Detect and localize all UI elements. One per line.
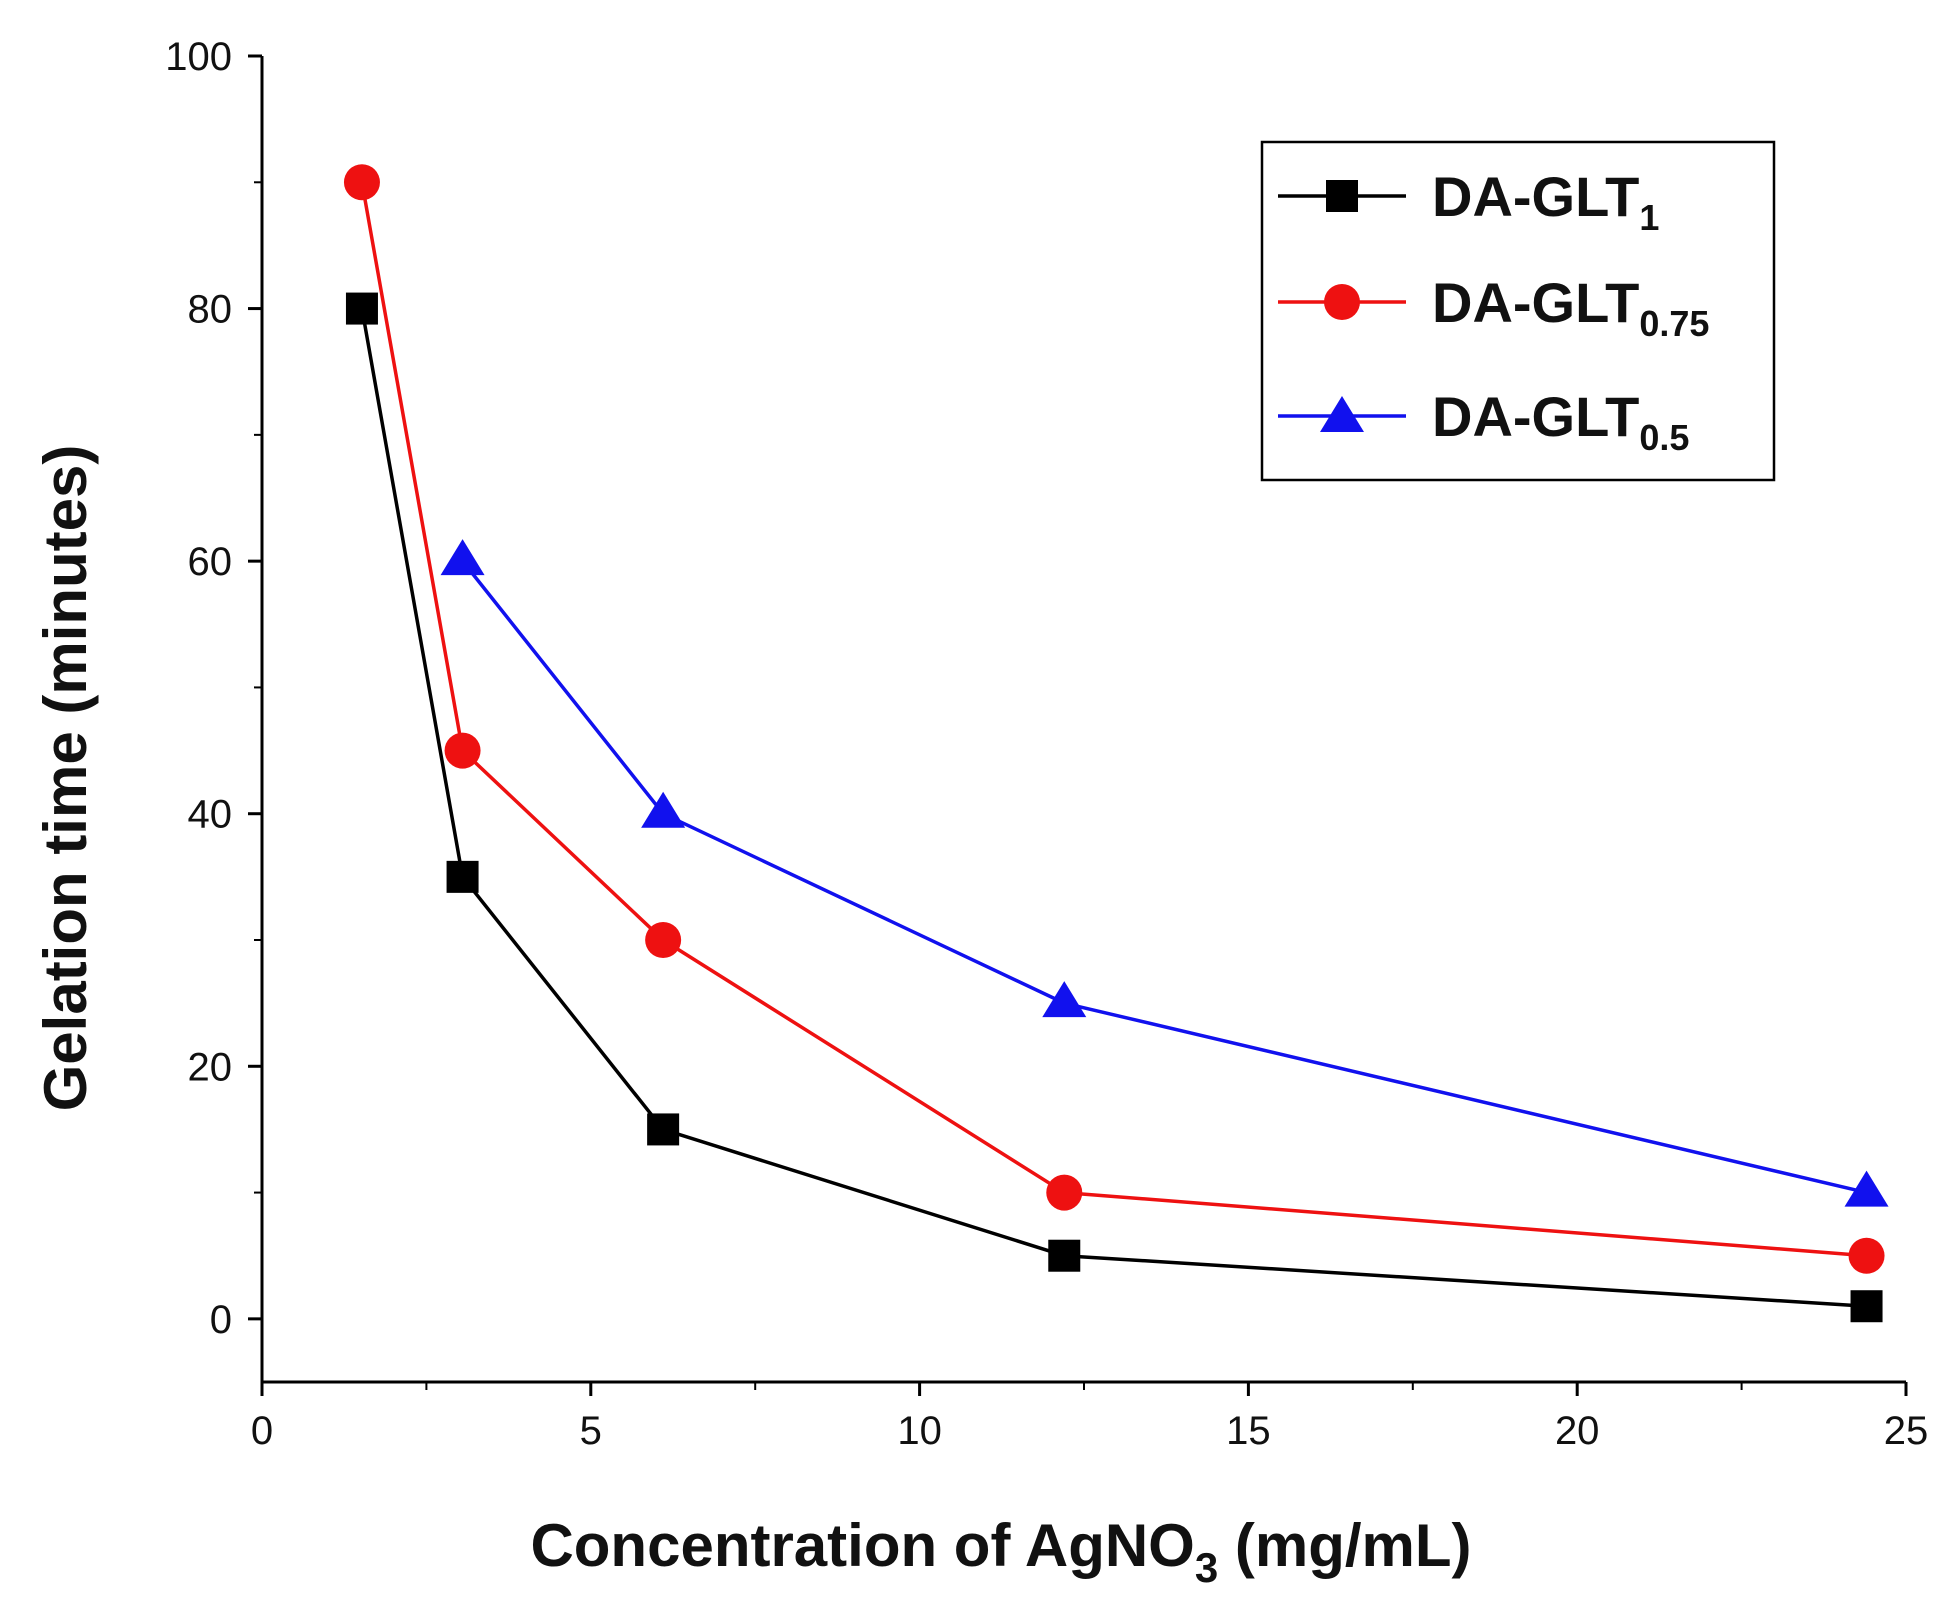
x-tick-label: 0 — [251, 1409, 273, 1453]
legend-item-da-glt075: DA-GLT0.75 — [1278, 271, 1709, 344]
legend: DA-GLT1 DA-GLT0.75 DA-GLT0.5 — [1260, 140, 1776, 482]
legend-item-da-glt1: DA-GLT1 — [1278, 165, 1659, 238]
data-point — [1042, 981, 1087, 1018]
x-tick-label: 5 — [580, 1409, 602, 1453]
x-ticks: 0 5 10 15 20 25 — [251, 1382, 1928, 1453]
data-point — [446, 860, 479, 893]
legend-label-da-glt075: DA-GLT0.75 — [1432, 271, 1709, 344]
x-axis-title-tail: (mg/mL) — [1218, 1512, 1471, 1579]
data-point — [1850, 1290, 1883, 1323]
series-layer — [343, 164, 1889, 1323]
x-axis-title: Concentration of AgNO3 (mg/mL) — [530, 1512, 1471, 1591]
axes: 0 5 10 15 20 25 0 20 40 60 80 100 — [165, 35, 1928, 1453]
y-axis-title: Gelation time (minutes) — [32, 445, 99, 1112]
data-point — [1848, 1237, 1885, 1274]
series-daglt1 — [345, 292, 1883, 1323]
y-tick-label: 20 — [188, 1045, 233, 1089]
data-point — [440, 539, 485, 576]
legend-marker-circle — [1324, 284, 1360, 320]
series-daglt05 — [440, 539, 1889, 1207]
x-axis-title-main: Concentration of AgNO — [530, 1512, 1194, 1579]
y-tick-label: 80 — [188, 288, 233, 332]
data-point — [345, 292, 378, 325]
y-tick-label: 40 — [188, 793, 233, 837]
y-tick-label: 100 — [165, 35, 232, 79]
series-line-daglt05 — [461, 560, 1867, 1195]
legend-label-da-glt1: DA-GLT1 — [1432, 165, 1659, 238]
data-point — [641, 791, 686, 828]
data-point — [1046, 1174, 1083, 1211]
y-ticks: 0 20 40 60 80 100 — [165, 35, 262, 1342]
x-tick-label: 25 — [1884, 1409, 1929, 1453]
data-point — [1844, 1170, 1889, 1207]
data-point — [343, 164, 380, 201]
y-tick-label: 60 — [188, 540, 233, 584]
y-tick-label: 0 — [210, 1298, 232, 1342]
x-tick-label: 15 — [1226, 1409, 1271, 1453]
data-point — [647, 1113, 680, 1146]
x-tick-label: 20 — [1555, 1409, 1600, 1453]
legend-marker-triangle — [1320, 396, 1364, 432]
x-axis-title-sub: 3 — [1195, 1544, 1218, 1591]
data-point — [444, 732, 481, 769]
legend-label-da-glt05: DA-GLT0.5 — [1432, 385, 1689, 458]
legend-item-da-glt05: DA-GLT0.5 — [1278, 385, 1689, 458]
data-point — [1048, 1239, 1081, 1272]
legend-marker-square — [1326, 180, 1358, 212]
x-tick-label: 10 — [897, 1409, 942, 1453]
series-daglt075 — [343, 164, 1885, 1274]
data-point — [645, 922, 682, 958]
